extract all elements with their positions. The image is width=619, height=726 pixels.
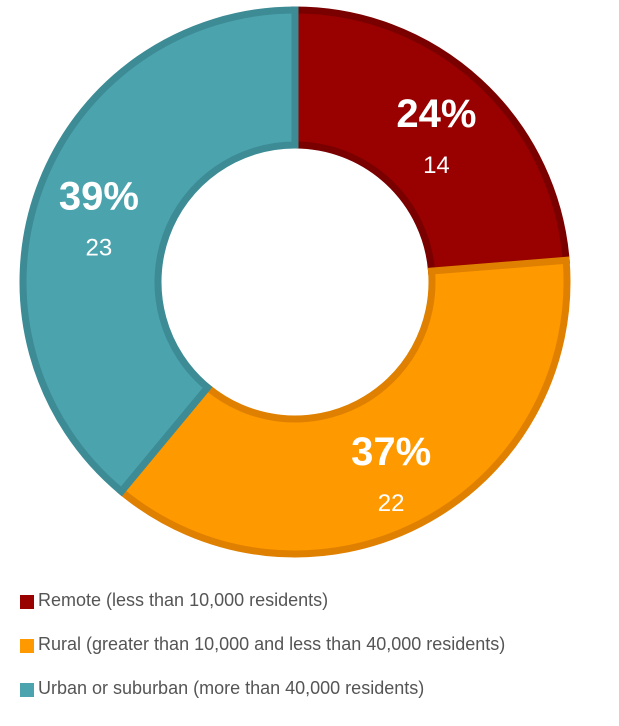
legend-swatch-urban <box>20 683 34 697</box>
slice-urban <box>19 6 299 497</box>
legend-swatch-remote <box>20 595 34 609</box>
legend-label-rural: Rural (greater than 10,000 and less than… <box>38 634 506 654</box>
legend-swatch-rural <box>20 639 34 653</box>
slice-remote <box>291 6 570 275</box>
data-label-value-rural: 22 <box>378 490 405 517</box>
data-label-percent-rural: 37% <box>351 430 431 474</box>
slice-rural <box>116 256 571 558</box>
data-label-percent-remote: 24% <box>396 92 476 136</box>
data-label-value-remote: 14 <box>423 152 450 179</box>
legend-label-urban: Urban or suburban (more than 40,000 resi… <box>38 678 425 698</box>
data-label-percent-urban: 39% <box>59 174 139 218</box>
legend-label-remote: Remote (less than 10,000 residents) <box>38 590 329 610</box>
donut-chart: 24% 14 37% 22 39% 23 <box>19 6 571 558</box>
data-label-value-urban: 23 <box>86 234 113 261</box>
